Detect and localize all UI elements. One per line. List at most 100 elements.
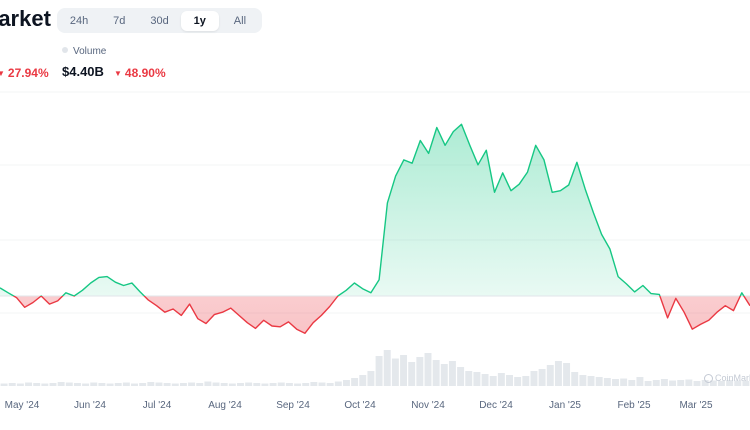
- x-tick-label: Sep '24: [276, 400, 310, 411]
- volume-bar-79: [644, 381, 652, 386]
- volume-bar-32: [261, 383, 269, 386]
- volume-bar-83: [677, 380, 685, 386]
- volume-bar-22: [179, 383, 187, 386]
- x-tick-label: Feb '25: [617, 400, 650, 411]
- tab-30d[interactable]: 30d: [150, 14, 169, 27]
- x-tick-label: Dec '24: [479, 400, 513, 411]
- volume-bar-8: [65, 382, 73, 386]
- volume-bar-26: [212, 382, 220, 386]
- volume-bar-63: [514, 377, 522, 386]
- x-tick-label: Aug '24: [208, 400, 242, 411]
- volume-bar-23: [188, 382, 196, 386]
- tab-7d[interactable]: 7d: [113, 14, 126, 27]
- area-fill-down: [0, 296, 750, 334]
- series-line-down: [12, 296, 750, 334]
- volume-bar-77: [628, 380, 636, 386]
- volume-bar-71: [579, 375, 587, 386]
- volume-bar-19: [155, 382, 163, 386]
- volume-bar-53: [432, 360, 440, 386]
- tab-all[interactable]: All: [233, 14, 247, 27]
- volume-bar-18: [147, 382, 155, 386]
- volume-bar-2: [16, 383, 24, 386]
- x-tick-label: Jul '24: [143, 400, 172, 411]
- volume-bar-9: [73, 383, 81, 386]
- volume-bar-56: [457, 367, 465, 386]
- volume-bar-58: [473, 372, 481, 386]
- volume-bar-84: [685, 379, 693, 386]
- volume-bar-50: [408, 362, 416, 386]
- x-tick-label: Mar '25: [679, 400, 712, 411]
- volume-bar-20: [163, 383, 171, 386]
- volume-bar-87: [709, 380, 717, 386]
- volume-bar-89: [726, 380, 734, 386]
- x-tick-label: May '24: [5, 400, 40, 411]
- volume-bar-72: [587, 376, 595, 386]
- volume-bar-4: [33, 383, 41, 386]
- volume-bar-49: [400, 355, 408, 386]
- volume-dot-icon: [62, 47, 68, 53]
- volume-bar-25: [204, 381, 212, 386]
- volume-bar-60: [489, 376, 497, 386]
- volume-bar-52: [424, 353, 432, 386]
- volume-bar-28: [228, 383, 236, 386]
- volume-bar-85: [693, 381, 701, 386]
- market-cap-change: ▼ 27.94%: [0, 66, 49, 80]
- volume-bar-67: [546, 365, 554, 386]
- volume-bar-39: [318, 382, 326, 386]
- triangle-down-icon: ▼: [0, 69, 5, 78]
- volume-bar-55: [448, 361, 456, 386]
- volume-bar-38: [310, 382, 318, 386]
- volume-bar-36: [294, 383, 302, 386]
- volume-bar-59: [481, 374, 489, 386]
- volume-bar-33: [269, 383, 277, 386]
- volume-bar-65: [530, 371, 538, 386]
- volume-bar-48: [391, 358, 399, 386]
- volume-bar-70: [571, 372, 579, 386]
- market-cap-change-value: 27.94%: [7, 66, 49, 80]
- volume-bar-68: [554, 361, 562, 386]
- volume-bar-78: [636, 377, 644, 386]
- volume-bar-3: [25, 382, 33, 386]
- volume-change: ▼ 48.90%: [114, 66, 166, 80]
- volume-bar-1: [8, 383, 16, 386]
- x-tick-label: Nov '24: [411, 400, 445, 411]
- volume-bar-73: [595, 377, 603, 386]
- time-range-selector: 24h 7d 30d 1y All: [57, 8, 262, 33]
- volume-bar-13: [106, 383, 114, 386]
- volume-bar-5: [41, 383, 49, 386]
- volume-bar-47: [383, 350, 391, 386]
- volume-bar-10: [82, 383, 90, 386]
- volume-bar-64: [522, 376, 530, 386]
- volume-bar-15: [122, 382, 130, 386]
- volume-bar-42: [342, 380, 350, 386]
- volume-bar-12: [98, 383, 106, 386]
- volume-bar-27: [220, 383, 228, 386]
- volume-label-text: Volume: [73, 46, 107, 57]
- volume-bar-90: [734, 380, 742, 386]
- volume-bar-82: [669, 380, 677, 386]
- volume-bar-40: [326, 383, 334, 386]
- volume-bar-46: [375, 356, 383, 386]
- volume-bar-35: [285, 383, 293, 386]
- volume-bar-69: [563, 363, 571, 386]
- triangle-down-icon: ▼: [114, 69, 122, 78]
- volume-bar-54: [440, 364, 448, 386]
- volume-bar-91: [742, 381, 750, 386]
- volume-bar-76: [620, 378, 628, 386]
- volume-bar-74: [603, 378, 611, 386]
- volume-bar-66: [538, 369, 546, 386]
- tab-1y[interactable]: 1y: [180, 10, 219, 31]
- volume-bar-14: [114, 383, 122, 386]
- volume-bar-45: [367, 371, 375, 386]
- volume-bar-17: [139, 383, 147, 386]
- volume-bar-86: [701, 380, 709, 386]
- volume-bar-11: [90, 382, 98, 386]
- volume-bar-80: [652, 380, 660, 386]
- volume-bar-30: [245, 382, 253, 386]
- volume-bar-44: [359, 375, 367, 386]
- tab-24h[interactable]: 24h: [69, 14, 89, 27]
- watermark-text: CoinMarketCap: [715, 373, 750, 383]
- x-tick-label: Oct '24: [344, 400, 376, 411]
- volume-bar-51: [416, 357, 424, 386]
